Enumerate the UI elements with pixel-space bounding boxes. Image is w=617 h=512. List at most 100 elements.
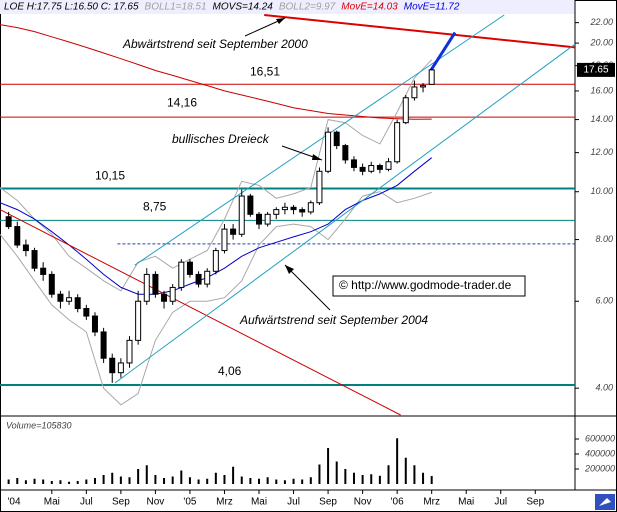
candle-body	[83, 308, 90, 317]
candle-body	[420, 85, 427, 88]
candle-body	[256, 213, 263, 225]
candle-body	[5, 216, 12, 228]
volume-bar	[327, 448, 330, 484]
y-tick-label: 400000	[585, 448, 615, 458]
x-tick-label: '04	[7, 497, 20, 508]
volume-bar	[85, 479, 88, 484]
candle-body	[428, 69, 435, 85]
candle-body	[238, 195, 245, 235]
candle-body	[333, 131, 340, 147]
x-tick-label: '05	[183, 497, 196, 508]
volume-bar	[24, 480, 27, 484]
y-tick-label: 4.00	[595, 383, 613, 393]
volume-bar	[180, 470, 183, 484]
volume-bar	[352, 472, 355, 484]
candle-body	[126, 339, 133, 364]
candle-body	[368, 165, 375, 172]
volume-bar	[396, 438, 399, 484]
candle-body	[316, 170, 323, 204]
candle-body	[325, 131, 332, 172]
annotation: Abwärtstrend seit September 2000	[122, 37, 308, 51]
y-tick-label: 16.00	[590, 85, 613, 95]
volume-bar	[430, 476, 433, 484]
trend-line	[264, 14, 576, 49]
candle-body	[281, 206, 288, 211]
y-tick-label: 14.00	[590, 114, 613, 124]
candle-body	[40, 267, 47, 275]
annotation: Aufwärtstrend seit September 2004	[239, 313, 428, 327]
header-item: BOLL1=18.51	[145, 2, 207, 13]
candle-body	[152, 273, 159, 295]
annotation: bullisches Dreieck	[172, 132, 270, 146]
candle-body	[57, 293, 64, 302]
arrow-head	[312, 154, 322, 160]
candle-body	[290, 206, 297, 211]
volume-bar	[387, 465, 390, 484]
annotation: © http://www.godmode-trader.de	[339, 278, 512, 292]
volume-bar	[7, 479, 10, 484]
candle-body	[100, 331, 107, 359]
candle-body	[359, 166, 366, 172]
x-tick-label: Mrz	[423, 497, 440, 508]
volume-bar	[361, 475, 364, 484]
header-item: MOVS=14.24	[213, 2, 274, 13]
x-tick-label: Sep	[526, 497, 544, 508]
candle-body	[204, 270, 211, 285]
volume-bar	[283, 480, 286, 484]
y-tick-label: 10.00	[590, 186, 613, 196]
candle-body	[230, 228, 237, 235]
volume-bar	[378, 475, 381, 484]
volume-bar	[335, 461, 338, 484]
candle-body	[161, 293, 168, 302]
volume-bar	[145, 465, 148, 484]
indicator-line	[0, 191, 432, 406]
volume-bar	[318, 464, 321, 484]
volume-bar	[249, 478, 252, 484]
candle-body	[350, 159, 357, 168]
volume-label: Volume=105830	[6, 420, 71, 430]
volume-bar	[422, 472, 425, 484]
volume-bar	[76, 481, 79, 484]
volume-bar	[370, 474, 373, 484]
volume-bar	[309, 477, 312, 484]
candle-body	[342, 145, 349, 161]
watermark-box	[332, 275, 526, 297]
volume-bar	[42, 479, 45, 484]
candle-body	[394, 122, 401, 163]
volume-bar	[197, 479, 200, 484]
volume-bar	[33, 478, 36, 484]
y-tick-label: 20.00	[589, 37, 613, 47]
header-item: MovE=11.72	[404, 2, 460, 13]
arrow-head	[285, 265, 294, 274]
volume-bar	[154, 475, 157, 484]
volume-bar	[50, 481, 53, 484]
volume-bar	[266, 477, 269, 484]
candle-body	[221, 228, 228, 252]
level-label: 4,06	[218, 364, 242, 378]
arrow-head	[276, 18, 285, 24]
x-tick-label: Mai	[251, 497, 267, 508]
candle-body	[247, 195, 254, 215]
candle-body	[264, 213, 271, 225]
volume-bar	[344, 469, 347, 484]
volume-bar	[59, 480, 62, 484]
candle-body	[91, 315, 98, 333]
candle-body	[135, 300, 142, 341]
candle-body	[212, 250, 219, 272]
volume-bar	[68, 481, 71, 484]
volume-bar	[206, 478, 209, 484]
candle-body	[74, 297, 81, 310]
x-tick-label: Mrz	[216, 497, 233, 508]
candle-body	[273, 209, 280, 215]
candle-body	[402, 97, 409, 124]
volume-bar	[413, 465, 416, 484]
volume-bar	[16, 478, 19, 484]
y-tick-label: 8.00	[595, 234, 613, 244]
y-tick-label: 600000	[585, 433, 615, 443]
indicator-line	[0, 59, 433, 292]
candle-body	[117, 362, 124, 374]
volume-bar	[163, 478, 166, 484]
volume-bar	[232, 466, 235, 484]
volume-bar	[240, 476, 243, 484]
